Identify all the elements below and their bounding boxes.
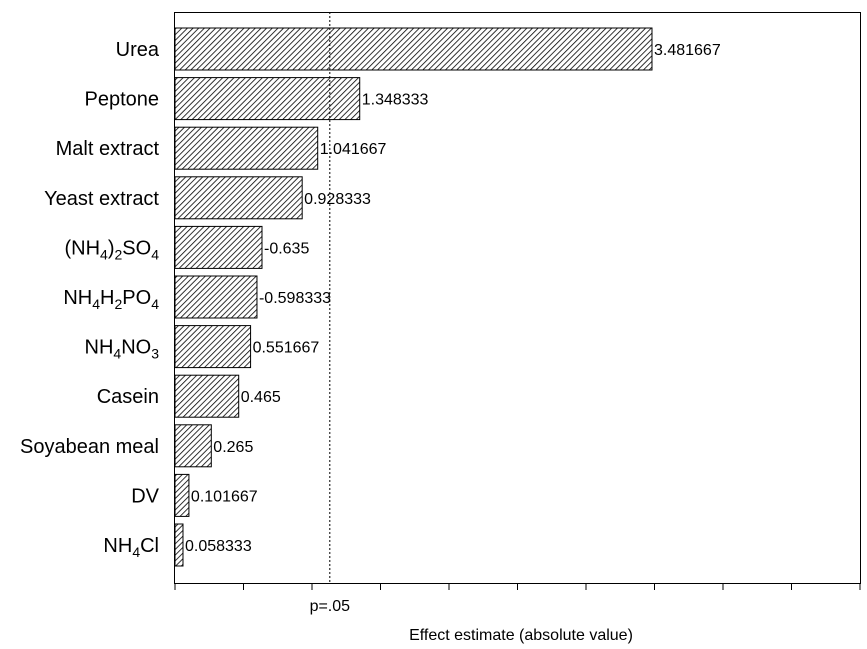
bar (174, 523, 184, 567)
bar-value-label: 1.041667 (320, 141, 387, 158)
bar (174, 473, 190, 517)
category-labels: Urea Peptone Malt extract Yeast extract (NH4… (20, 39, 160, 560)
bar-series (174, 27, 653, 567)
bar-value-label: -0.635 (264, 240, 309, 257)
x-axis-ticks (174, 583, 861, 590)
bar-value-label: 0.265 (213, 439, 253, 456)
bar-value-label: 0.928333 (304, 191, 371, 208)
category-label: NH4H2PO4 (63, 287, 159, 312)
bar (174, 27, 653, 71)
bar (174, 225, 263, 269)
category-label: Urea (116, 39, 160, 61)
category-label: Peptone (84, 89, 159, 111)
threshold-label: p=.05 (310, 598, 351, 615)
bar (174, 325, 252, 369)
category-label: (NH4)2SO4 (64, 237, 159, 262)
bar (174, 275, 258, 319)
x-axis-title: Effect estimate (absolute value) (409, 627, 633, 644)
category-label: Casein (97, 386, 159, 408)
category-label: NH4Cl (103, 535, 159, 560)
bar (174, 374, 240, 418)
category-label: Soyabean meal (20, 436, 159, 458)
bar-value-label: 0.058333 (185, 538, 252, 555)
bar (174, 77, 361, 121)
bar (174, 126, 319, 170)
bar-value-label: 0.101667 (191, 488, 258, 505)
value-labels: 3.481667 1.348333 1.041667 0.928333 -0.635 -0… (185, 42, 721, 555)
bar (174, 176, 303, 220)
bar-value-label: 0.551667 (253, 340, 320, 357)
bar-value-label: -0.598333 (259, 290, 331, 307)
category-label: Yeast extract (44, 188, 159, 210)
category-label: NH4NO3 (85, 337, 160, 362)
category-label: Malt extract (56, 138, 160, 160)
bar-value-label: 3.481667 (654, 42, 721, 59)
bar-value-label: 0.465 (241, 389, 281, 406)
bar-value-label: 1.348333 (362, 92, 429, 109)
category-label: DV (131, 485, 159, 507)
bar (174, 424, 212, 468)
